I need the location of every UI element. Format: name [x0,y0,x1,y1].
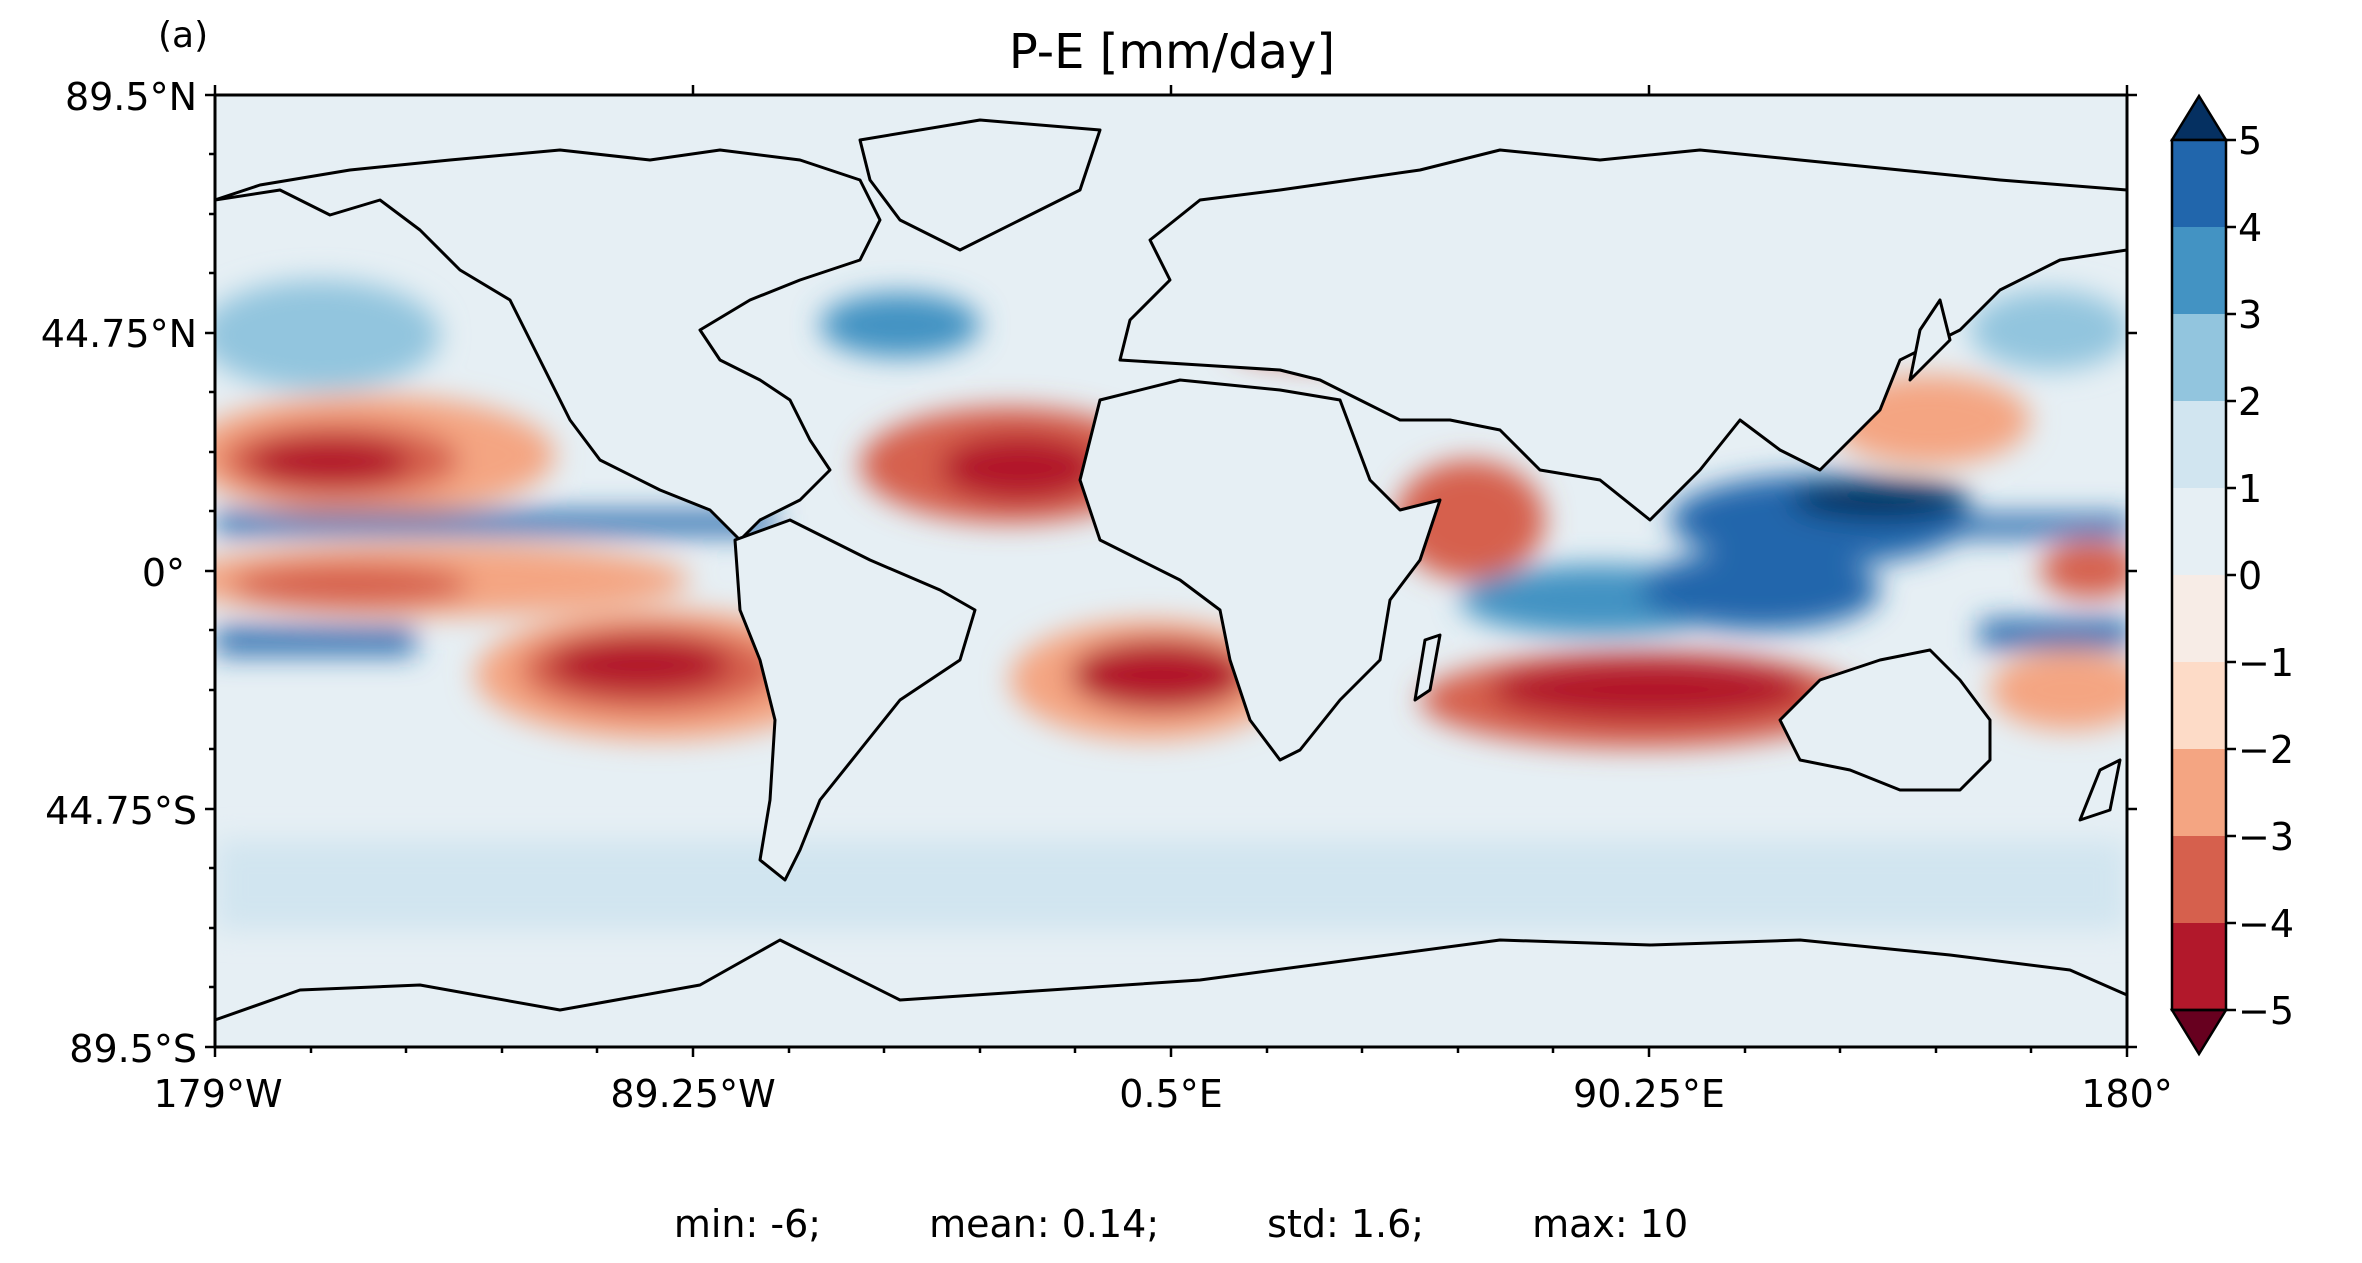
lat-axis [205,93,2137,1049]
lat-tick-label: 44.75°N [41,312,197,356]
colorbar-tick-label: −2 [2238,728,2294,772]
lon-labels: 179°W 89.25°W 0.5°E 90.25°E 180° [153,1072,2172,1116]
colorbar-segment [2172,662,2226,749]
field-region [1980,620,2127,648]
field-region [215,840,2127,930]
lon-axis [213,85,2129,1057]
colorbar-extend-min [2169,1008,2229,1057]
colorbar: 5 4 3 2 1 0 −1 −2 −3 −4 −5 [2169,93,2294,1057]
coast-madagascar [1413,633,1442,702]
colorbar-extend-max [2169,93,2229,142]
stat-std: std: 1.6; [1267,1202,1425,1246]
field-region [1395,460,1545,580]
lat-tick-label: 44.75°S [45,789,197,833]
coast-africa [1078,378,1442,762]
field-region [1790,480,1970,520]
stat-mean: mean: 0.14; [929,1202,1160,1246]
colorbar-tick-label: −5 [2238,989,2294,1033]
colorbar-tick-label: 2 [2238,380,2262,424]
field-region [940,434,1100,502]
stats-line: min: -6; mean: 0.14; std: 1.6; max: 10 [0,1202,2362,1252]
field-region [550,637,730,693]
colorbar-tick-label: 1 [2238,467,2262,511]
map-title: P-E [mm/day] [1009,24,1335,80]
colorbar-tick-label: −4 [2238,902,2294,946]
field-region [1490,658,1810,722]
coast-antarctica [215,938,2127,1047]
coast-south-america [733,518,977,882]
lon-tick-label: 180° [2081,1072,2173,1116]
colorbar-segment [2172,140,2226,227]
lat-tick-label: 0° [142,551,185,595]
colorbar-ticks [2226,138,2236,1012]
colorbar-segment [2172,488,2226,575]
stat-min: min: -6; [673,1202,822,1246]
colorbar-segment [2172,401,2226,488]
lon-tick-label: 0.5°E [1119,1072,1222,1116]
coast-australia [1778,648,1992,792]
field-region [1640,550,1880,630]
colorbar-tick-label: 0 [2238,554,2262,598]
land-field [215,118,2127,1047]
colorbar-segment [2172,923,2226,1010]
field-region [215,628,415,654]
lat-labels: 89.5°N 44.75°N 0° 44.75°S 89.5°S [41,75,197,1071]
field-region [230,563,470,607]
colorbar-tick-label: 4 [2238,206,2262,250]
colorbar-tick-label: −1 [2238,641,2294,685]
coast-new-zealand [2078,758,2122,822]
coast-greenland [858,118,1102,252]
field-region [820,293,980,357]
coast-north-america [215,148,882,542]
colorbar-tick-label: 5 [2238,119,2262,163]
panel-label: (a) [158,15,208,56]
colorbar-segment [2172,227,2226,314]
coast-eurasia [1118,148,2127,522]
field-region [2040,542,2127,598]
field-region [1990,650,2127,730]
stat-max: max: 10 [1532,1202,1689,1246]
lon-tick-label: 90.25°E [1573,1072,1725,1116]
map-panel [215,95,2127,1047]
colorbar-segment [2172,314,2226,401]
field-region [250,438,410,486]
colorbar-segment [2172,575,2226,662]
colorbar-segment [2172,836,2226,923]
field-region [215,280,440,390]
field-region [1970,290,2127,370]
colorbar-tick-label: 3 [2238,293,2262,337]
field-region [215,512,775,534]
coast-japan [1908,298,1952,382]
field-region [1930,515,2127,537]
lat-tick-label: 89.5°S [69,1027,197,1071]
lat-tick-label: 89.5°N [65,75,197,119]
lon-tick-label: 179°W [153,1072,282,1116]
colorbar-segment [2172,749,2226,836]
pe-field [215,280,2127,930]
colorbar-labels: 5 4 3 2 1 0 −1 −2 −3 −4 −5 [2238,119,2294,1033]
colorbar-tick-label: −3 [2238,815,2294,859]
field-region [1070,639,1250,711]
lon-tick-label: 89.25°W [610,1072,775,1116]
